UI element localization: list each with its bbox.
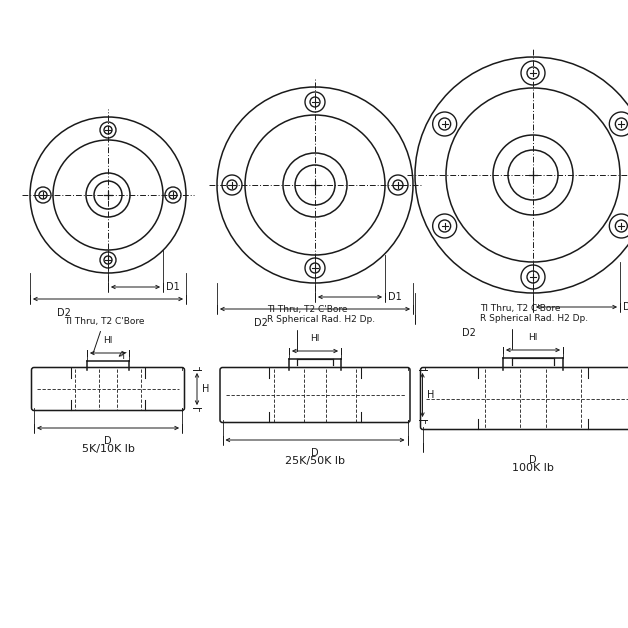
Text: D2: D2: [57, 308, 71, 318]
Text: D: D: [529, 455, 537, 465]
Text: HI: HI: [104, 336, 112, 345]
Text: 25K/50K lb: 25K/50K lb: [285, 456, 345, 466]
Text: D1: D1: [623, 302, 628, 312]
Text: D1: D1: [388, 292, 402, 302]
Text: H: H: [428, 390, 435, 400]
Text: TI Thru, T2 C'Bore
R Spherical Rad. H2 Dp.: TI Thru, T2 C'Bore R Spherical Rad. H2 D…: [480, 303, 588, 349]
Text: 100K lb: 100K lb: [512, 463, 554, 473]
Text: H: H: [202, 384, 209, 394]
Text: TI Thru, T2 C'Bore: TI Thru, T2 C'Bore: [63, 317, 144, 354]
Text: HI: HI: [528, 333, 538, 342]
Text: D1: D1: [166, 282, 180, 292]
Text: 5K/10K lb: 5K/10K lb: [82, 444, 134, 454]
Text: D: D: [104, 436, 112, 446]
Text: T: T: [120, 352, 126, 361]
Text: TI Thru, T2 C'Bore
R Spherical Rad. H2 Dp.: TI Thru, T2 C'Bore R Spherical Rad. H2 D…: [268, 305, 376, 350]
Text: D2: D2: [462, 328, 476, 338]
Text: HI: HI: [310, 334, 320, 343]
Text: D: D: [311, 448, 319, 458]
Text: D2: D2: [254, 318, 268, 328]
